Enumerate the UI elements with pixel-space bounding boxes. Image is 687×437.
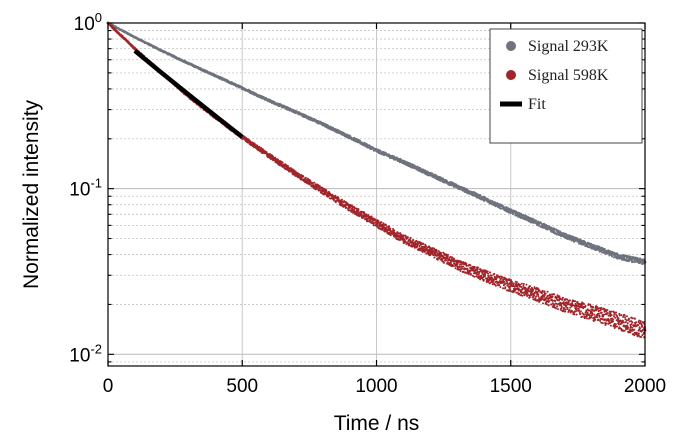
data-point bbox=[515, 281, 518, 284]
data-point bbox=[476, 268, 479, 271]
data-point bbox=[160, 49, 164, 53]
data-point bbox=[409, 236, 412, 239]
data-point bbox=[465, 262, 468, 265]
data-point bbox=[563, 234, 566, 238]
data-point bbox=[499, 286, 502, 289]
data-point bbox=[240, 86, 244, 90]
data-point bbox=[422, 242, 425, 245]
data-point bbox=[482, 197, 486, 201]
data-point bbox=[389, 227, 392, 230]
data-point bbox=[357, 209, 360, 212]
data-point bbox=[187, 62, 190, 65]
data-point bbox=[334, 194, 337, 197]
data-point bbox=[503, 280, 506, 283]
data-point bbox=[509, 209, 513, 213]
data-point bbox=[469, 272, 472, 275]
data-point bbox=[281, 161, 284, 164]
data-point bbox=[382, 222, 385, 225]
data-point bbox=[388, 225, 391, 228]
data-point bbox=[490, 274, 493, 277]
data-point bbox=[435, 249, 438, 252]
data-point bbox=[436, 258, 439, 261]
data-point bbox=[508, 288, 511, 291]
data-point bbox=[616, 255, 620, 258]
data-point bbox=[385, 224, 388, 227]
data-point bbox=[501, 276, 504, 279]
data-point bbox=[443, 261, 446, 264]
data-point bbox=[459, 269, 462, 272]
data-point bbox=[513, 290, 516, 293]
data-point bbox=[477, 272, 480, 275]
data-point bbox=[348, 135, 352, 139]
data-point bbox=[427, 171, 430, 174]
data-point bbox=[454, 267, 457, 270]
data-point bbox=[455, 185, 459, 188]
data-point bbox=[535, 219, 538, 222]
data-point bbox=[518, 283, 521, 286]
data-point bbox=[589, 244, 593, 248]
data-point bbox=[337, 197, 340, 200]
data-point bbox=[346, 202, 349, 205]
data-point bbox=[486, 270, 489, 273]
data-point bbox=[416, 244, 419, 247]
data-point bbox=[345, 206, 348, 209]
data-point bbox=[313, 181, 316, 184]
data-point bbox=[518, 292, 521, 295]
data-point bbox=[489, 271, 492, 274]
data-point bbox=[373, 221, 376, 224]
data-point bbox=[458, 265, 461, 268]
data-point bbox=[461, 267, 464, 270]
data-point bbox=[512, 282, 515, 285]
data-point bbox=[446, 253, 449, 256]
data-point bbox=[424, 169, 427, 172]
data-point bbox=[401, 160, 405, 164]
data-point bbox=[536, 221, 539, 225]
data-point bbox=[433, 256, 436, 259]
data-point bbox=[375, 149, 378, 152]
data-point bbox=[465, 264, 468, 267]
data-point bbox=[593, 244, 596, 247]
data-point bbox=[214, 74, 217, 78]
data-point bbox=[321, 122, 325, 126]
data-point bbox=[473, 265, 476, 268]
data-point bbox=[493, 272, 496, 275]
data-point bbox=[452, 264, 455, 267]
data-point bbox=[498, 284, 501, 287]
data-point bbox=[611, 255, 614, 258]
data-point bbox=[494, 284, 497, 287]
data-point bbox=[393, 229, 396, 232]
data-point bbox=[502, 287, 505, 290]
plot-area bbox=[106, 21, 647, 339]
data-point bbox=[133, 35, 137, 39]
data-point bbox=[431, 172, 434, 175]
series-signal-293k bbox=[106, 21, 647, 266]
data-point bbox=[445, 259, 448, 262]
data-point bbox=[340, 198, 343, 201]
data-point bbox=[477, 266, 480, 269]
data-point bbox=[473, 275, 476, 278]
data-point bbox=[482, 278, 485, 281]
data-point bbox=[462, 265, 465, 268]
data-point bbox=[412, 238, 415, 241]
data-point bbox=[267, 99, 271, 103]
data-point bbox=[504, 286, 507, 289]
data-point bbox=[467, 273, 470, 276]
data-point bbox=[304, 176, 307, 179]
data-point bbox=[380, 221, 383, 224]
data-point bbox=[487, 272, 490, 275]
data-point bbox=[357, 208, 360, 211]
data-point bbox=[469, 264, 472, 267]
data-point bbox=[294, 110, 298, 114]
data-point bbox=[428, 172, 432, 176]
data-point bbox=[302, 175, 305, 178]
data-point bbox=[274, 156, 277, 159]
data-point bbox=[404, 240, 407, 243]
data-point bbox=[406, 236, 409, 239]
